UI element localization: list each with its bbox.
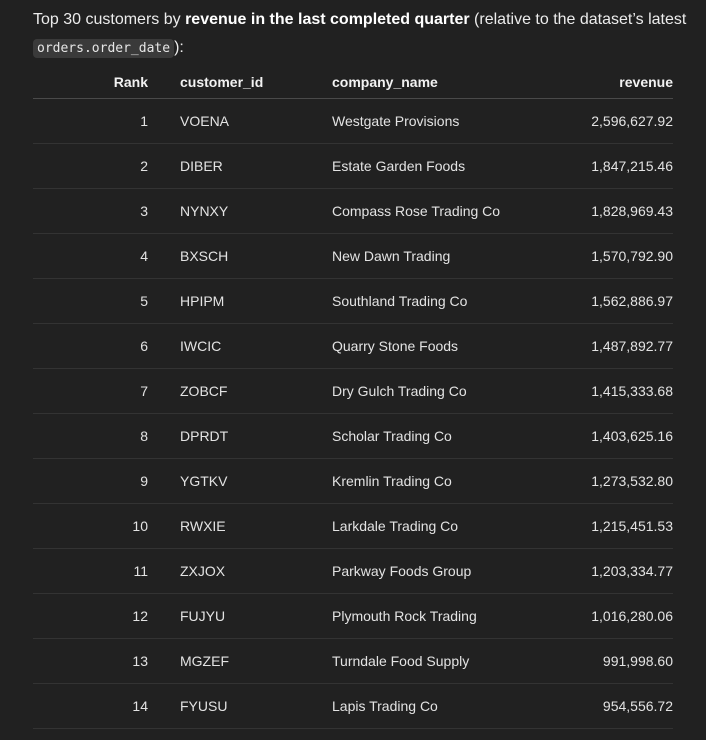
company-name-cell: Quarry Stone Foods <box>316 323 546 369</box>
table-row: 9 YGTKV Kremlin Trading Co 1,273,532.80 <box>33 458 673 504</box>
revenue-cell: 1,570,792.90 <box>546 233 673 279</box>
rank-cell: 7 <box>33 368 164 414</box>
header-company-name: company_name <box>316 66 546 99</box>
intro-prefix: Top 30 customers by <box>33 11 186 28</box>
customer-id-cell: DPRDT <box>164 413 316 459</box>
rank-cell: 12 <box>33 593 164 639</box>
table-row: 10 RWXIE Larkdale Trading Co 1,215,451.53 <box>33 503 673 549</box>
revenue-cell: 1,403,625.16 <box>546 413 673 459</box>
rank-cell: 10 <box>33 503 164 549</box>
intro-text: Top 30 customers by revenue in the last … <box>33 6 693 63</box>
company-name-cell: Larkdale Trading Co <box>316 503 546 549</box>
rank-cell: 13 <box>33 638 164 684</box>
table-row: 13 MGZEF Turndale Food Supply 991,998.60 <box>33 638 673 684</box>
revenue-cell: 1,215,451.53 <box>546 503 673 549</box>
company-name-cell: Kremlin Trading Co <box>316 458 546 504</box>
customer-id-cell: FYUSU <box>164 683 316 729</box>
customer-id-cell: FUJYU <box>164 593 316 639</box>
company-name-cell: New Dawn Trading <box>316 233 546 279</box>
revenue-cell: 954,556.72 <box>546 683 673 729</box>
header-customer-id: customer_id <box>164 66 316 99</box>
revenue-cell: 1,487,892.77 <box>546 323 673 369</box>
revenue-cell: 1,203,334.77 <box>546 548 673 594</box>
customer-id-cell: NYNXY <box>164 188 316 234</box>
customer-id-cell: HPIPM <box>164 278 316 324</box>
revenue-cell: 1,415,333.68 <box>546 368 673 414</box>
revenue-cell: 1,828,969.43 <box>546 188 673 234</box>
rank-cell: 11 <box>33 548 164 594</box>
rank-cell: 8 <box>33 413 164 459</box>
company-name-cell: Compass Rose Trading Co <box>316 188 546 234</box>
customer-id-cell: DIBER <box>164 143 316 189</box>
header-rank: Rank <box>33 66 164 99</box>
table-row: 14 FYUSU Lapis Trading Co 954,556.72 <box>33 683 673 729</box>
rank-cell: 6 <box>33 323 164 369</box>
revenue-cell: 1,847,215.46 <box>546 143 673 189</box>
intro-middle: (relative to the dataset’s latest <box>469 11 687 28</box>
table-row: 3 NYNXY Compass Rose Trading Co 1,828,969.4… <box>33 188 673 234</box>
rank-cell: 4 <box>33 233 164 279</box>
customer-id-cell: ZXJOX <box>164 548 316 594</box>
customer-id-cell: YGTKV <box>164 458 316 504</box>
rank-cell: 2 <box>33 143 164 189</box>
rank-cell: 3 <box>33 188 164 234</box>
revenue-cell: 1,016,280.06 <box>546 593 673 639</box>
header-revenue: revenue <box>546 66 673 99</box>
revenue-cell: 1,273,532.80 <box>546 458 673 504</box>
intro-suffix: ): <box>174 39 184 56</box>
company-name-cell: Plymouth Rock Trading <box>316 593 546 639</box>
revenue-cell: 991,998.60 <box>546 638 673 684</box>
table-row: 6 IWCIC Quarry Stone Foods 1,487,892.77 <box>33 323 673 369</box>
table-header-row: Rank customer_id company_name revenue <box>33 66 673 99</box>
customer-id-cell: IWCIC <box>164 323 316 369</box>
rank-cell: 5 <box>33 278 164 324</box>
company-name-cell: Parkway Foods Group <box>316 548 546 594</box>
rank-cell: 14 <box>33 683 164 729</box>
table-row: 11 ZXJOX Parkway Foods Group 1,203,334.77 <box>33 548 673 594</box>
table-row: 5 HPIPM Southland Trading Co 1,562,886.97 <box>33 278 673 324</box>
company-name-cell: Turndale Food Supply <box>316 638 546 684</box>
table-row: 7 ZOBCF Dry Gulch Trading Co 1,415,333.68 <box>33 368 673 414</box>
inline-code: orders.order_date <box>33 39 175 58</box>
company-name-cell: Dry Gulch Trading Co <box>316 368 546 414</box>
customer-id-cell: BXSCH <box>164 233 316 279</box>
intro-bold: revenue in the last completed quarter <box>185 11 470 28</box>
customer-id-cell: RWXIE <box>164 503 316 549</box>
revenue-cell: 1,562,886.97 <box>546 278 673 324</box>
table-row: 1 VOENA Westgate Provisions 2,596,627.92 <box>33 98 673 144</box>
company-name-cell: Lapis Trading Co <box>316 683 546 729</box>
revenue-cell: 2,596,627.92 <box>546 98 673 144</box>
customer-id-cell: ZOBCF <box>164 368 316 414</box>
rank-cell: 1 <box>33 98 164 144</box>
company-name-cell: Scholar Trading Co <box>316 413 546 459</box>
customer-id-cell: MGZEF <box>164 638 316 684</box>
customer-id-cell: VOENA <box>164 98 316 144</box>
company-name-cell: Estate Garden Foods <box>316 143 546 189</box>
table-row: 4 BXSCH New Dawn Trading 1,570,792.90 <box>33 233 673 279</box>
table-row: 12 FUJYU Plymouth Rock Trading 1,016,280.06 <box>33 593 673 639</box>
company-name-cell: Westgate Provisions <box>316 98 546 144</box>
table-row: 8 DPRDT Scholar Trading Co 1,403,625.16 <box>33 413 673 459</box>
rank-cell: 9 <box>33 458 164 504</box>
table-row: 2 DIBER Estate Garden Foods 1,847,215.46 <box>33 143 673 189</box>
company-name-cell: Southland Trading Co <box>316 278 546 324</box>
